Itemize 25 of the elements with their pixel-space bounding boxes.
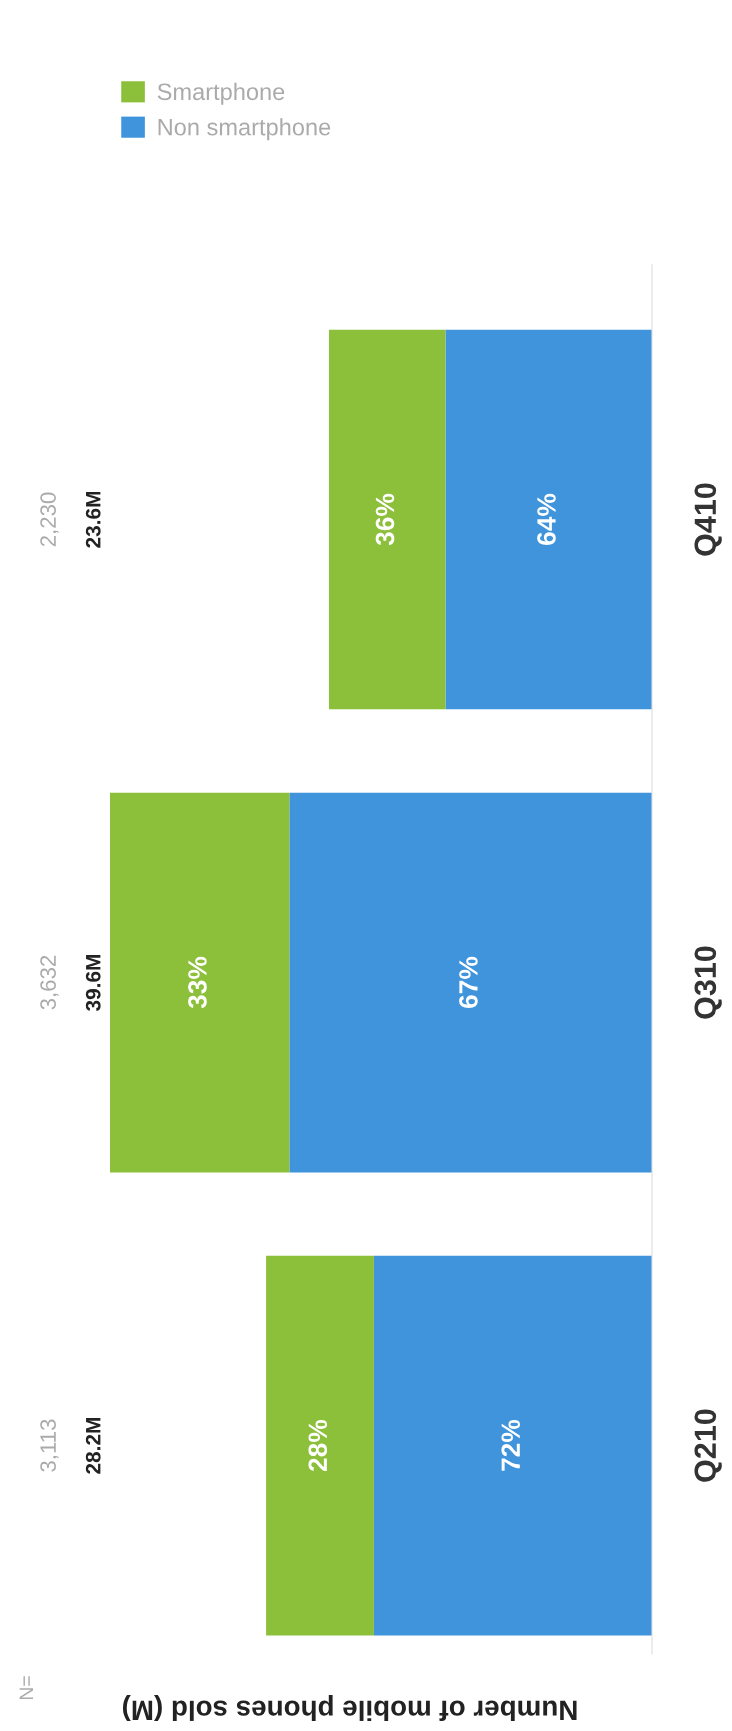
annotation: 67%	[459, 956, 478, 1008]
text: 3,632	[40, 955, 59, 1010]
text: N=	[19, 1676, 34, 1700]
text: 2,230	[40, 492, 59, 547]
bar	[373, 1255, 652, 1636]
annotation: 33%	[188, 956, 207, 1009]
annotation: 64%	[537, 493, 556, 545]
text: 23.6M	[85, 491, 101, 548]
annotation: 72%	[501, 1419, 521, 1471]
annotation: 28%	[308, 1419, 328, 1472]
bar	[266, 1255, 374, 1636]
legend-label: Non smartphone	[158, 118, 331, 141]
text: 39.6M	[85, 955, 101, 1012]
annotation: 36%	[375, 493, 395, 546]
y-tick-label: Q410	[694, 483, 722, 556]
bar	[110, 792, 290, 1173]
text: 3,113	[40, 1419, 59, 1472]
text: 28.2M	[85, 1418, 101, 1474]
y-tick-label: Q310	[694, 946, 722, 1019]
bar	[445, 329, 652, 710]
legend-label: Smartphone	[157, 82, 285, 105]
y-tick-label: Q210	[694, 1409, 722, 1482]
bar	[289, 792, 652, 1173]
x-axis-title: Number of mobile phones sold (M)	[122, 1695, 577, 1721]
bar	[328, 329, 446, 710]
